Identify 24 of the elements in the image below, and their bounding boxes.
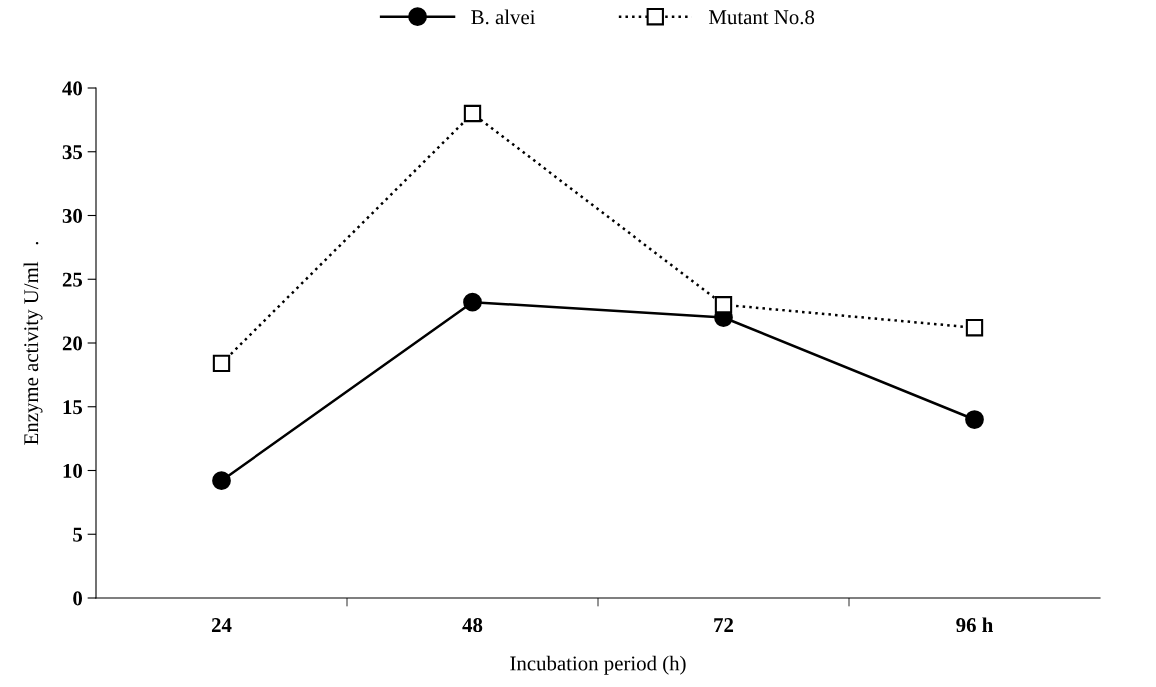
- legend-label: Mutant No.8: [709, 10, 815, 25]
- y-axis-title: Enzyme activity U/ml .: [23, 241, 43, 445]
- y-tick-label: 5: [73, 527, 83, 542]
- y-tick-label: 0: [73, 591, 83, 606]
- y-tick-label: 15: [63, 400, 83, 415]
- x-tick-label: 96 h: [956, 617, 993, 633]
- x-axis-title: Incubation period (h): [510, 655, 686, 675]
- y-tick-label: 40: [62, 81, 83, 96]
- point: [463, 292, 482, 312]
- x-tick-label: 24: [211, 618, 232, 632]
- point: [965, 410, 984, 429]
- point: [463, 104, 482, 123]
- point: [714, 296, 733, 314]
- x-tick-label: 48: [462, 618, 483, 633]
- point: [212, 471, 231, 491]
- y-tick-label: 30: [62, 208, 83, 223]
- y-tick-label: 35: [62, 145, 83, 160]
- y-tick-label: 25: [62, 272, 83, 287]
- point: [965, 319, 984, 337]
- y-tick-label: 10: [63, 463, 83, 478]
- legend-label: B. alvei: [471, 9, 536, 25]
- x-tick-label: 72: [714, 618, 734, 632]
- point: [212, 354, 231, 373]
- y-tick-label: 20: [62, 336, 83, 351]
